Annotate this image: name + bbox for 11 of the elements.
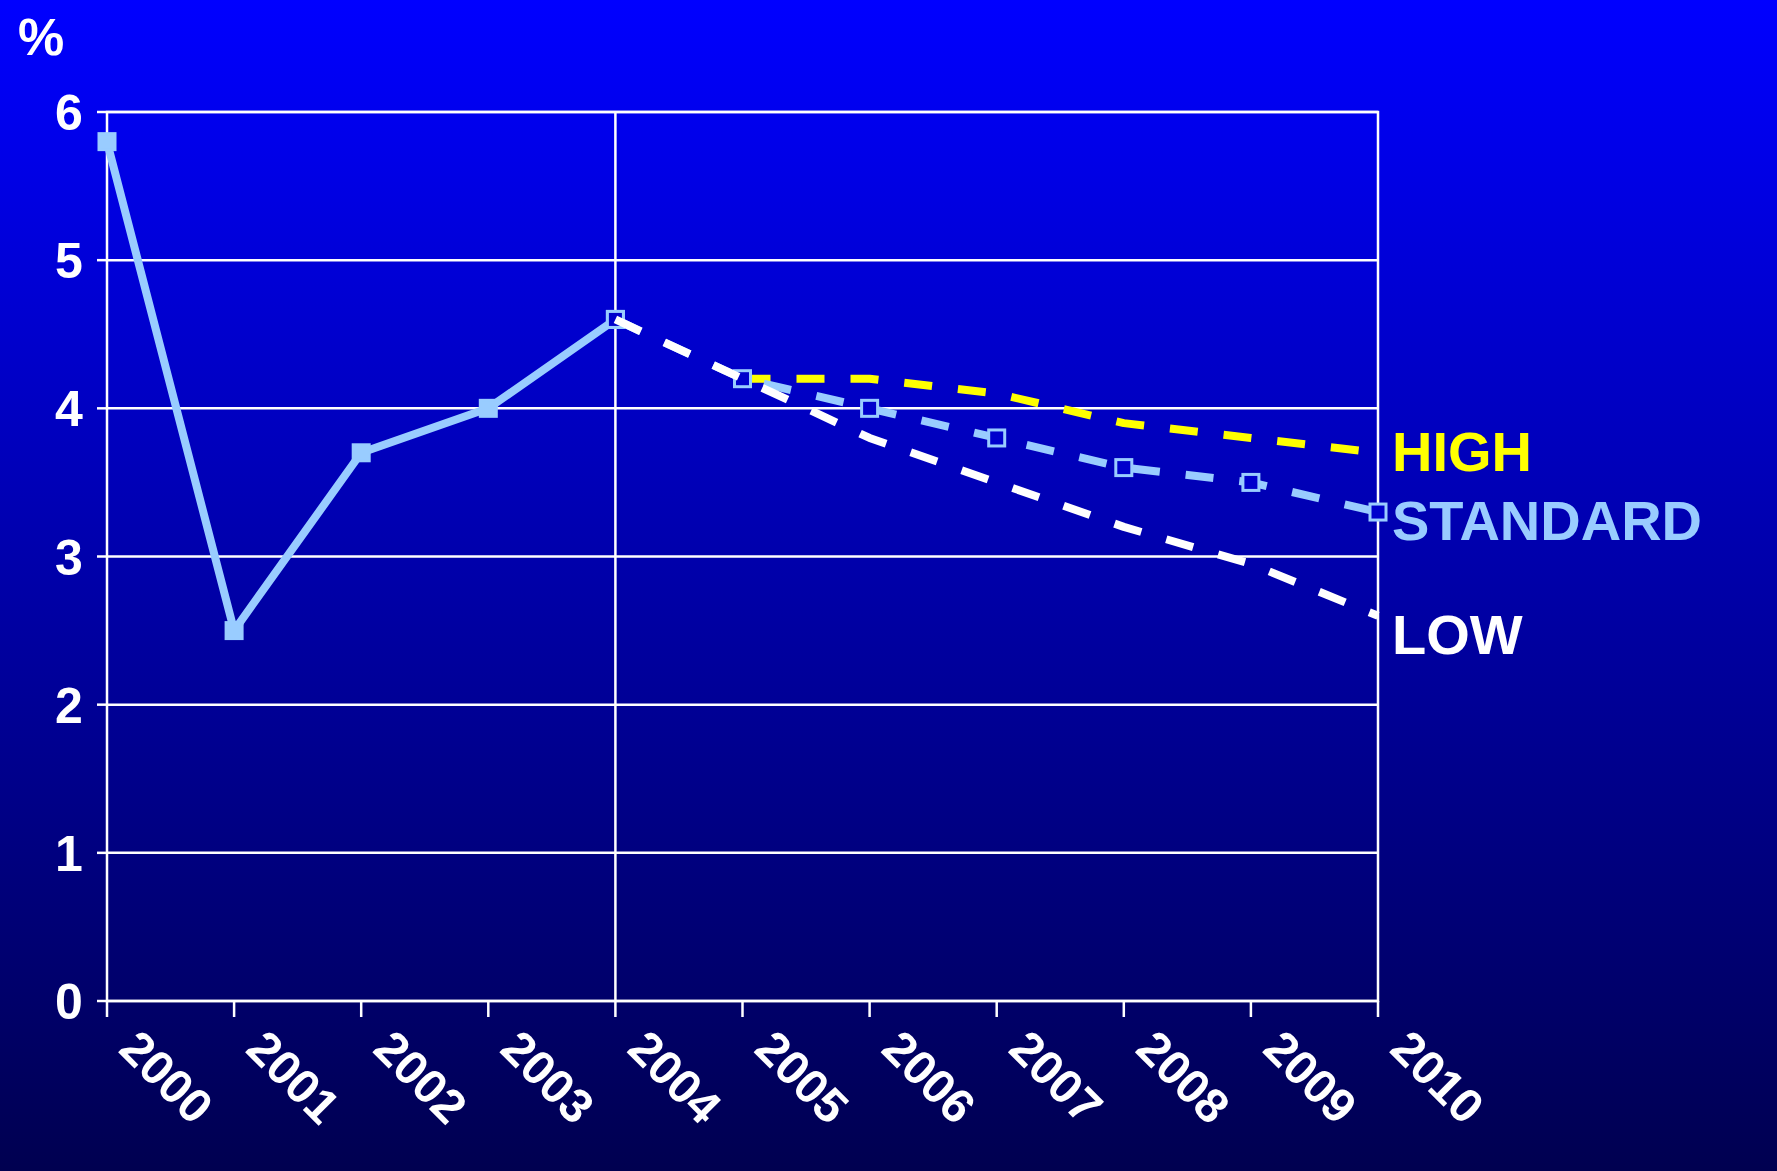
y-tick-label: 6 xyxy=(55,85,83,141)
series-label: HIGH xyxy=(1392,419,1532,483)
series-label: LOW xyxy=(1392,602,1523,666)
y-tick-label: 3 xyxy=(55,529,83,586)
y-tick-label: 0 xyxy=(55,974,83,1030)
y-tick-label: 1 xyxy=(55,825,83,882)
y-tick-label: 2 xyxy=(55,677,83,734)
series-label: STANDARD xyxy=(1392,489,1703,553)
y-tick-label: 5 xyxy=(55,233,83,290)
y-tick-label: 4 xyxy=(55,381,84,438)
y-axis-title: % xyxy=(18,8,65,66)
